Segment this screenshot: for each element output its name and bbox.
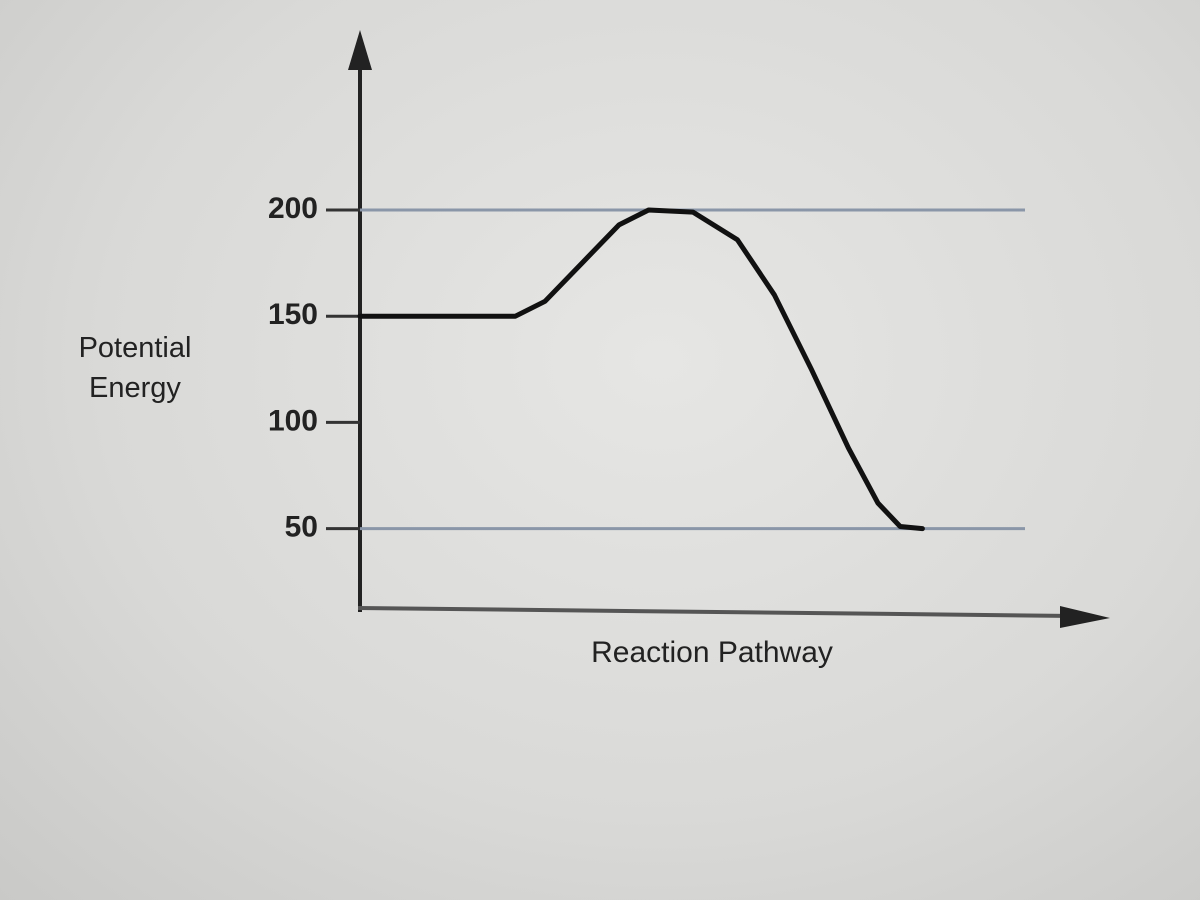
y-axis-label: Potential Energy (78, 332, 192, 404)
y-tick-label: 50 (285, 511, 318, 544)
y-tick-label: 150 (268, 298, 318, 331)
x-axis (357, 606, 1076, 618)
y-tick-label: 200 (268, 192, 318, 225)
y-axis-arrow (348, 30, 372, 70)
energy-curve (357, 207, 925, 532)
y-tick-label: 100 (268, 404, 318, 437)
x-axis-label: Reaction Pathway (591, 636, 833, 669)
x-axis-arrow (1060, 606, 1110, 628)
